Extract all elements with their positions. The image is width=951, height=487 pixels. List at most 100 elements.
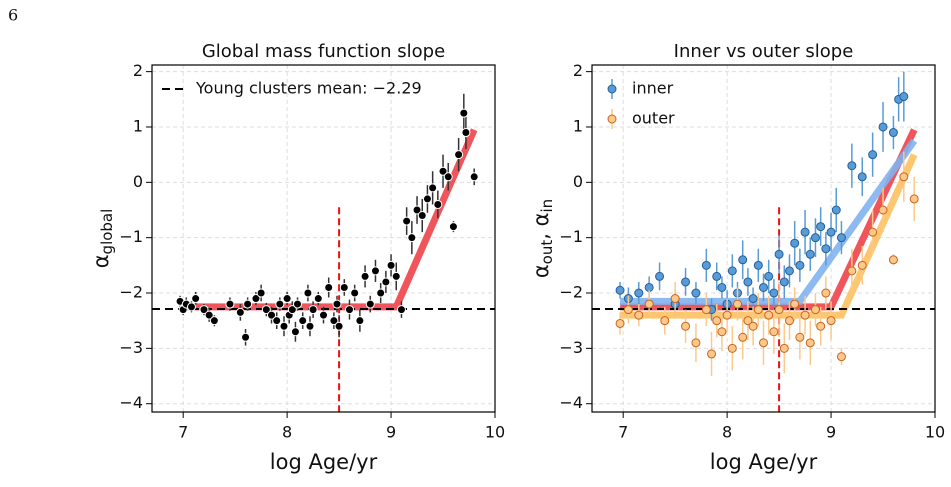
point <box>615 285 625 295</box>
point <box>396 305 406 315</box>
point <box>733 299 743 309</box>
fit-line <box>620 138 918 305</box>
point <box>305 321 315 331</box>
x-tick-label: 9 <box>386 423 396 442</box>
point <box>899 172 909 182</box>
point <box>334 321 344 331</box>
point <box>790 238 800 248</box>
point <box>738 255 748 265</box>
point <box>204 310 214 320</box>
point <box>319 310 328 320</box>
point <box>360 271 370 281</box>
point <box>209 316 219 326</box>
legend-marker <box>607 114 617 124</box>
point <box>748 294 758 304</box>
point <box>888 255 898 265</box>
y-tick-label: −4 <box>559 393 583 412</box>
legend-label: Young clusters mean: −2.29 <box>195 79 422 98</box>
point <box>784 316 794 326</box>
point <box>878 122 888 132</box>
point <box>764 310 774 320</box>
point <box>186 302 196 312</box>
point <box>727 266 737 276</box>
point <box>407 233 417 243</box>
point <box>790 299 800 309</box>
point <box>836 233 846 243</box>
point <box>681 277 691 287</box>
point <box>810 233 820 243</box>
point <box>386 260 396 270</box>
point <box>774 305 784 315</box>
point <box>412 205 422 215</box>
point <box>235 307 245 317</box>
point <box>287 305 297 315</box>
point <box>199 305 209 315</box>
point <box>836 352 846 362</box>
point <box>847 266 857 276</box>
y-tick-label: −2 <box>559 283 583 302</box>
point <box>298 316 308 326</box>
point <box>644 299 654 309</box>
y-tick-label: −1 <box>559 227 583 246</box>
x-tick-label: 8 <box>722 423 732 442</box>
point <box>267 310 277 320</box>
axes-frame <box>591 64 936 413</box>
point <box>727 343 737 353</box>
x-tick-label: 10 <box>485 423 505 442</box>
point <box>313 294 323 304</box>
point <box>681 321 691 331</box>
point <box>826 316 836 326</box>
y-tick-label: 2 <box>133 61 143 80</box>
point <box>461 128 471 138</box>
legend-marker <box>607 84 617 94</box>
x-tick-label: 10 <box>925 423 945 442</box>
point <box>805 249 815 259</box>
point <box>888 128 898 138</box>
legend-label: inner <box>632 79 674 98</box>
y-label-part: out <box>538 240 556 265</box>
point <box>774 249 784 259</box>
page-number: 6 <box>8 6 18 25</box>
point <box>256 288 266 298</box>
point <box>443 172 453 182</box>
x-tick-label: 8 <box>282 423 292 442</box>
point <box>717 282 727 292</box>
point <box>261 305 271 315</box>
point <box>712 271 722 281</box>
x-tick-label: 7 <box>178 423 188 442</box>
point <box>743 316 753 326</box>
panel-title: Inner vs outer slope <box>674 41 854 62</box>
point <box>816 222 826 232</box>
panel-title: Global mass function slope <box>202 41 445 62</box>
point <box>759 282 768 292</box>
y-tick-label: −4 <box>119 393 143 412</box>
point <box>738 332 748 342</box>
x-tick-label: 9 <box>826 423 836 442</box>
y-tick-label: −1 <box>119 227 143 246</box>
y-tick-label: −2 <box>119 283 143 302</box>
point <box>722 310 732 320</box>
point <box>764 271 774 281</box>
x-axis-label: log Age/yr <box>710 450 818 474</box>
y-tick-label: 1 <box>133 116 143 135</box>
point <box>428 183 438 193</box>
y-label-part: α <box>529 264 553 278</box>
point <box>634 310 644 320</box>
point <box>707 349 717 359</box>
point <box>691 338 701 348</box>
y-tick-label: 2 <box>573 61 583 80</box>
y-label-part: in <box>538 199 556 213</box>
point <box>717 327 727 337</box>
point <box>438 166 448 176</box>
point <box>339 282 349 292</box>
point <box>417 211 427 221</box>
point <box>821 244 831 254</box>
point <box>909 194 919 204</box>
point <box>779 277 789 287</box>
point <box>272 316 282 326</box>
fit-line <box>180 128 478 311</box>
point <box>381 277 391 287</box>
y-label-part: global <box>98 209 116 255</box>
point <box>878 205 888 215</box>
